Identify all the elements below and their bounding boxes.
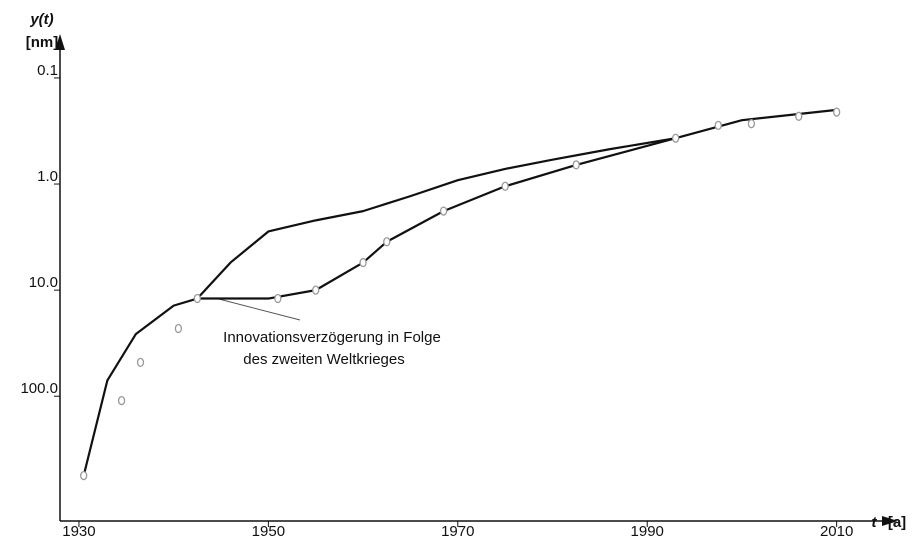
- y-tick-label: 10.0: [29, 274, 58, 291]
- data-point: [383, 237, 391, 247]
- y-axis-arrow: [55, 34, 65, 50]
- x-tick-label: 1930: [62, 523, 95, 538]
- x-tick-label: 2010: [820, 523, 853, 538]
- data-point: [359, 257, 367, 268]
- data-point: [174, 323, 183, 334]
- data-point: [274, 293, 282, 304]
- data-point: [439, 206, 448, 216]
- x-axis-arrow: [882, 516, 898, 526]
- data-point: [747, 119, 756, 129]
- data-point: [832, 107, 841, 117]
- x-axis-label: t: [872, 514, 878, 531]
- x-tick-label: 1970: [441, 523, 474, 538]
- data-point: [117, 395, 126, 406]
- data-point: [714, 120, 722, 131]
- data-point: [193, 293, 201, 304]
- data-point: [80, 470, 88, 481]
- data-point: [136, 357, 145, 368]
- y-tick-label: 100.0: [20, 380, 58, 397]
- y-axis-label: y(t): [29, 11, 53, 28]
- data-point: [572, 160, 580, 170]
- data-point: [671, 133, 680, 143]
- annotation-line: des zweiten Weltkrieges: [243, 351, 404, 368]
- line: [82, 108, 837, 476]
- x-tick-label: 1950: [252, 523, 285, 538]
- y-tick-label: 0.1: [37, 62, 58, 79]
- data-point: [312, 285, 320, 295]
- data-point: [795, 111, 803, 121]
- line: [197, 137, 676, 300]
- x-axis-unit: [a]: [888, 514, 906, 531]
- data-point: [501, 181, 509, 191]
- y-axis-unit: [nm]: [26, 34, 59, 51]
- annotation-line: Innovationsverzögerung in Folge: [223, 329, 441, 346]
- annotation-leader: [214, 297, 301, 321]
- x-tick-label: 1990: [631, 523, 664, 538]
- y-tick-label: 1.0: [37, 168, 58, 185]
